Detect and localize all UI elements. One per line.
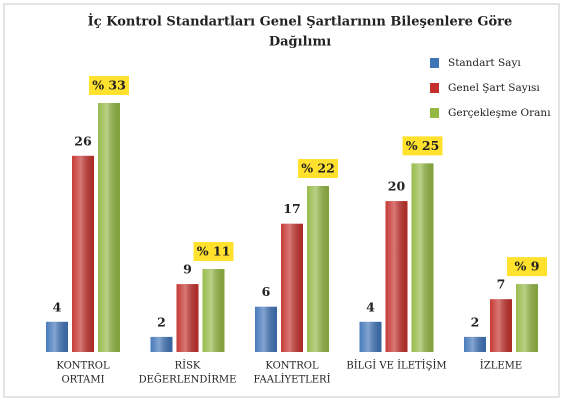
bar-shine	[307, 186, 329, 352]
x-tick-label: FAALİYETLERİ	[253, 374, 330, 386]
value-label: 4	[53, 299, 62, 314]
value-label-box	[193, 242, 234, 261]
bar-shine	[255, 306, 277, 352]
value-label-box	[298, 159, 338, 178]
value-label-box	[402, 136, 443, 156]
x-tick-label: ORTAMI	[61, 375, 104, 386]
value-label: % 33	[92, 78, 126, 93]
value-label: % 9	[515, 259, 540, 274]
value-label: % 25	[406, 138, 440, 153]
value-label: 20	[388, 179, 406, 194]
value-label: 17	[283, 201, 300, 216]
bar-shine	[385, 201, 408, 352]
value-label: 7	[497, 277, 506, 292]
x-tick-label: RİSK	[175, 360, 201, 372]
value-label: 9	[183, 262, 192, 277]
value-label: 2	[471, 314, 480, 329]
bar-shine	[359, 321, 382, 352]
bar-shine	[490, 299, 512, 352]
value-label: 2	[157, 314, 166, 329]
value-label-box	[89, 76, 129, 95]
legend-swatch	[430, 58, 439, 68]
bar-shine	[202, 269, 225, 352]
value-label: 4	[366, 299, 375, 314]
chart-title: Dağılımı	[269, 35, 331, 50]
bar-shine	[516, 284, 538, 352]
bar-shine	[72, 155, 94, 352]
bar-shine	[281, 223, 303, 352]
value-label: % 22	[301, 161, 335, 176]
legend-label: Standart Sayı	[448, 57, 521, 69]
x-tick-label: BİLGİ VE İLETİŞİM	[346, 360, 446, 372]
x-tick-label: DEĞERLENDİRME	[139, 374, 237, 386]
bar-shine	[411, 163, 434, 352]
bar-shine	[176, 284, 199, 352]
bar-shine	[464, 336, 486, 352]
x-tick-label: KONTROL	[265, 361, 319, 372]
value-label: 26	[74, 133, 92, 148]
legend-swatch	[430, 83, 439, 93]
legend-label: Genel Şart Sayısı	[448, 82, 540, 94]
bar-shine	[46, 321, 68, 352]
bar-shine	[150, 336, 173, 352]
value-label: 6	[262, 284, 271, 299]
value-label-box	[507, 257, 547, 277]
x-tick-label: İZLEME	[480, 360, 522, 372]
legend-label: Gerçekleşme Oranı	[448, 107, 551, 119]
chart-title: İç Kontrol Standartları Genel Şartlarını…	[88, 14, 513, 30]
bar-shine	[98, 103, 120, 352]
legend-swatch	[430, 108, 439, 118]
x-tick-label: KONTROL	[56, 361, 110, 372]
value-label: % 11	[197, 244, 231, 259]
